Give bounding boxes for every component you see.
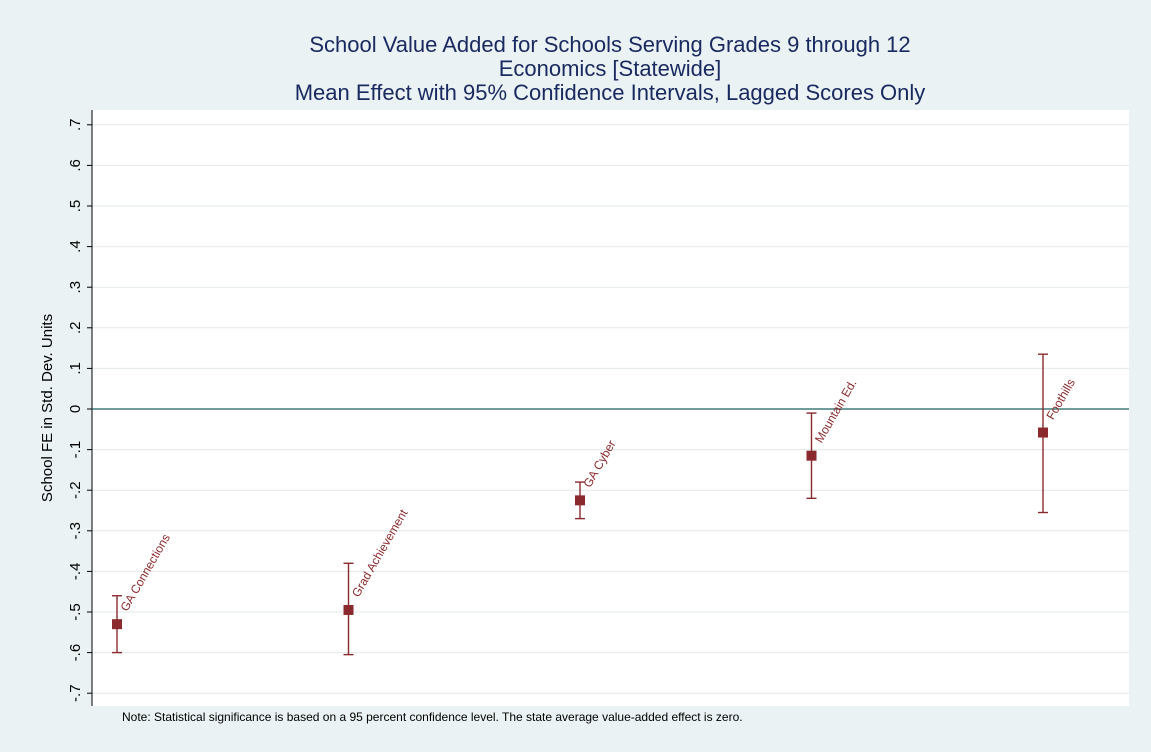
y-tick-label: .7 [67,119,84,132]
y-tick-label: -.5 [67,603,84,621]
y-tick-label: .4 [67,240,84,253]
mean-marker [112,619,122,630]
y-tick-label: .2 [67,322,84,335]
y-tick-label: .3 [67,281,84,294]
mean-marker [1038,427,1048,438]
y-tick-label: -.6 [67,644,84,662]
y-tick-label: .6 [67,159,84,172]
y-tick-label: -.1 [67,441,84,459]
chart-title-line-2: Economics [Statewide] [499,56,722,81]
y-tick-label: -.3 [67,522,84,540]
grid-lines [92,124,1129,694]
y-tick-label: -.7 [67,684,84,702]
y-tick-label: -.2 [67,481,84,499]
y-tick-label: .1 [67,362,84,375]
plot-area [92,110,1129,706]
y-tick-label: -.4 [67,563,84,581]
footnote: Note: Statistical significance is based … [122,710,743,724]
y-axis-title: School FE in Std. Dev. Units [39,314,56,502]
mean-marker [343,604,354,615]
mean-marker [806,450,817,461]
chart-title-line-1: School Value Added for Schools Serving G… [309,32,910,57]
mean-marker [575,495,585,506]
y-tick-label: 0 [67,405,84,413]
chart-title-line-3: Mean Effect with 95% Confidence Interval… [295,80,926,105]
y-tick-label: .5 [67,200,84,213]
y-axis-ticks: -.7 -.6 -.5 -.4 -.3 -.2 -.1 0 .1 .2 .3 .4 .5 .6 .7 [67,119,92,702]
